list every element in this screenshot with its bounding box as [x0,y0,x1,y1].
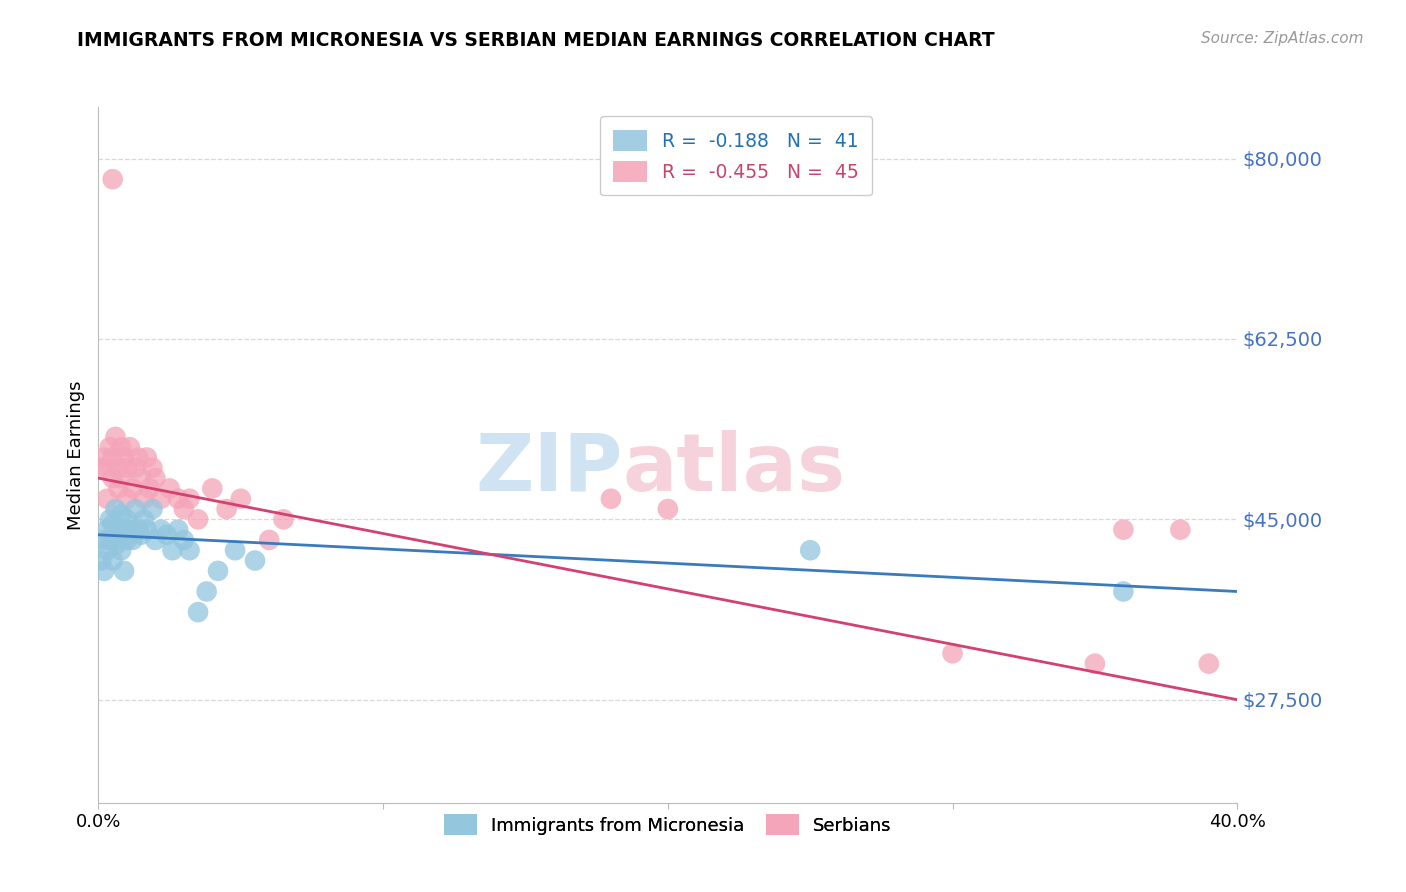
Point [93,564,115,578]
Point [273,512,295,526]
Point [129,471,152,485]
Point [101,450,124,465]
Point [96,523,118,537]
Point [187,512,209,526]
Point [115,460,138,475]
Point [101,517,124,532]
Point [1198,657,1220,671]
Point [1112,584,1135,599]
Text: IMMIGRANTS FROM MICRONESIA VS SERBIAN MEDIAN EARNINGS CORRELATION CHART: IMMIGRANTS FROM MICRONESIA VS SERBIAN ME… [77,31,995,50]
Point [104,502,127,516]
Point [224,543,246,558]
Point [657,502,679,516]
Point [127,450,149,465]
Point [96,491,118,506]
Point [129,528,152,542]
Point [187,605,209,619]
Point [93,533,115,547]
Text: atlas: atlas [623,430,845,508]
Point [110,507,132,521]
Point [1084,657,1107,671]
Point [1170,523,1192,537]
Point [207,564,229,578]
Point [173,502,195,516]
Point [243,553,266,567]
Point [104,538,127,552]
Point [942,646,965,660]
Point [107,482,129,496]
Point [141,460,163,475]
Point [90,460,112,475]
Point [195,584,218,599]
Point [110,543,132,558]
Point [115,512,138,526]
Point [96,460,118,475]
Point [167,491,190,506]
Point [150,491,173,506]
Point [201,482,224,496]
Point [1112,523,1135,537]
Point [98,512,121,526]
Point [132,491,155,506]
Point [90,553,112,567]
Point [173,533,195,547]
Point [799,543,821,558]
Point [600,491,623,506]
Point [115,491,138,506]
Point [112,564,135,578]
Text: ZIP: ZIP [475,430,623,508]
Point [145,471,167,485]
Point [107,523,129,537]
Point [141,502,163,516]
Point [118,523,141,537]
Point [124,460,146,475]
Point [150,523,173,537]
Point [138,482,160,496]
Point [96,543,118,558]
Point [145,533,167,547]
Point [259,533,281,547]
Point [167,523,190,537]
Point [159,482,181,496]
Point [162,543,184,558]
Legend: Immigrants from Micronesia, Serbians: Immigrants from Micronesia, Serbians [437,807,898,842]
Point [107,460,129,475]
Point [132,512,155,526]
Point [215,502,238,516]
Point [101,471,124,485]
Point [115,533,138,547]
Point [112,450,135,465]
Point [118,440,141,454]
Y-axis label: Median Earnings: Median Earnings [66,380,84,530]
Point [229,491,252,506]
Point [156,528,179,542]
Point [110,471,132,485]
Point [121,482,143,496]
Point [127,523,149,537]
Point [121,533,143,547]
Point [104,430,127,444]
Point [93,450,115,465]
Point [112,523,135,537]
Point [101,553,124,567]
Point [98,533,121,547]
Point [179,543,201,558]
Point [179,491,201,506]
Point [101,172,124,186]
Point [135,450,157,465]
Point [107,528,129,542]
Point [135,523,157,537]
Point [124,502,146,516]
Text: Source: ZipAtlas.com: Source: ZipAtlas.com [1201,31,1364,46]
Point [98,440,121,454]
Point [110,440,132,454]
